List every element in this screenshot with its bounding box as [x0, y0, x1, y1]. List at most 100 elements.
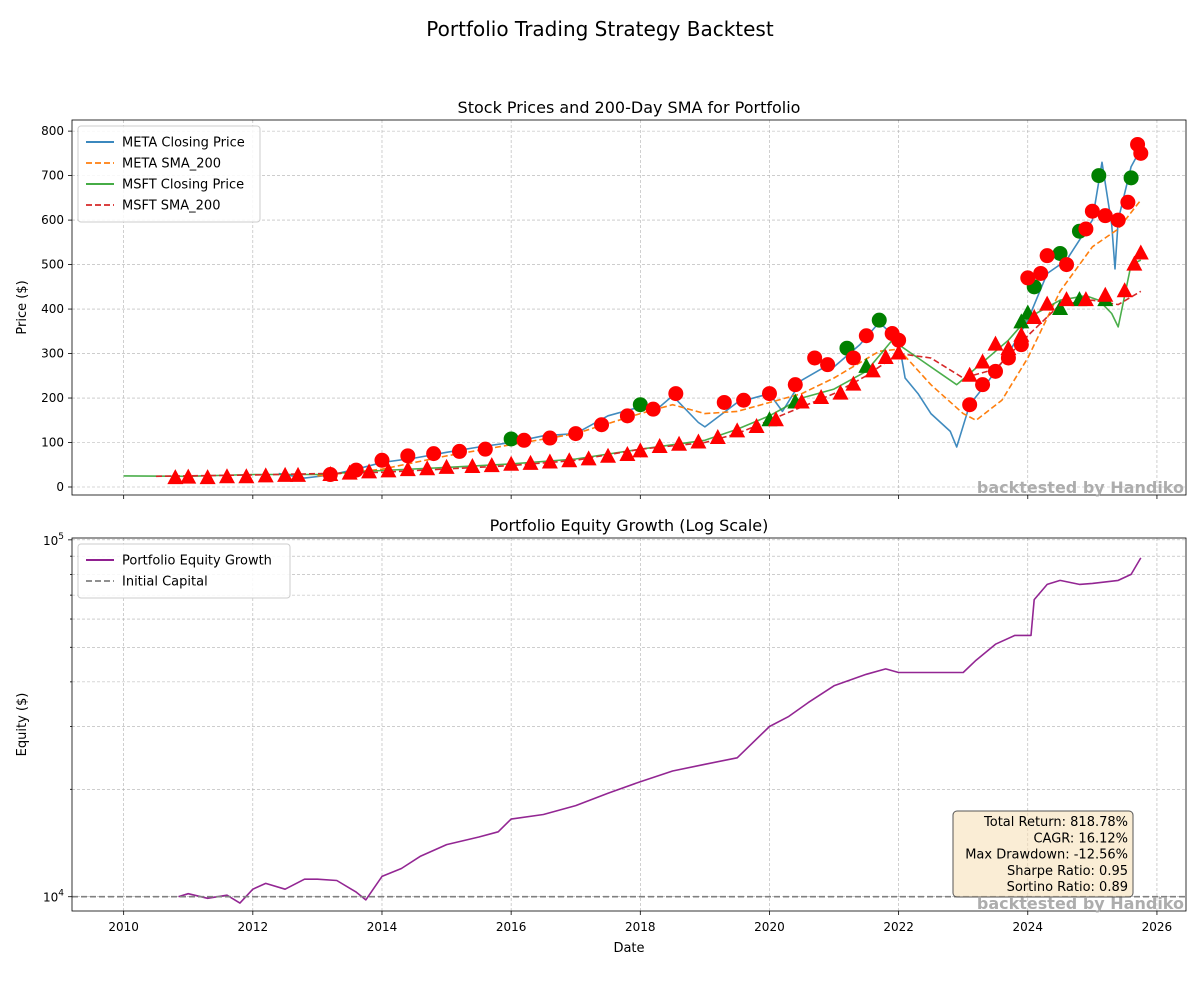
x-tick-label: 2026: [1142, 920, 1173, 934]
msft-sell-marker: [864, 362, 881, 378]
msft-sell-marker: [483, 457, 500, 473]
msft-sell-marker: [438, 458, 455, 474]
meta-sell-marker: [1078, 221, 1094, 237]
msft-buy-marker: [1052, 300, 1069, 316]
legend-box: [77, 125, 261, 223]
msft-sell-marker: [767, 411, 784, 427]
msft-sell-marker: [813, 389, 830, 405]
msft-sell-marker: [632, 442, 649, 458]
meta-sell-marker: [858, 328, 874, 344]
meta-buy-marker: [632, 397, 648, 413]
legend-label: MSFT SMA_200: [122, 199, 220, 214]
meta-sell-marker: [668, 386, 684, 402]
msft-sell-marker: [380, 462, 397, 478]
y-tick-label: 500: [41, 258, 64, 272]
msft-sell-marker: [541, 453, 558, 469]
msft-sell-marker: [1058, 291, 1075, 307]
x-axis-label: Date: [613, 941, 644, 956]
meta-sell-marker: [1097, 208, 1113, 224]
y-axis-label: Equity ($): [15, 693, 30, 757]
meta-sell-marker: [542, 430, 558, 446]
msft-sell-marker: [987, 335, 1004, 351]
meta-sell-marker: [1059, 257, 1075, 273]
y-tick-label: 300: [41, 347, 64, 361]
meta-sell-marker: [716, 394, 732, 410]
msft-sell-marker: [238, 468, 255, 484]
msft-sell-marker: [748, 417, 765, 433]
meta-sell-marker: [1020, 270, 1036, 286]
meta-sell-marker: [516, 432, 532, 448]
msft-sell-marker: [464, 457, 481, 473]
msft-sell-marker: [890, 344, 907, 360]
y-tick-label: 0: [56, 480, 64, 494]
y-tick-label: 800: [41, 124, 64, 138]
y-tick-label: 200: [41, 391, 64, 405]
chart-title: Stock Prices and 200-Day SMA for Portfol…: [458, 98, 801, 117]
meta-sell-marker: [477, 441, 493, 457]
msft-sell-marker: [167, 469, 184, 485]
msft-buy-marker: [1013, 313, 1030, 329]
msft-sell-marker: [1039, 295, 1056, 311]
msft-sell-marker: [832, 384, 849, 400]
msft-sell-marker: [709, 429, 726, 445]
x-tick-label: 2022: [883, 920, 914, 934]
stats-line: Total Return: 818.78%: [983, 815, 1128, 830]
meta-buy-marker: [1091, 168, 1107, 184]
y-tick-label: 105: [43, 532, 64, 548]
msft-sell-marker: [277, 466, 294, 482]
msft-sell-marker: [419, 460, 436, 476]
equity-chart-panel: 2010 2012 2014 2016 2018 2020 2022 2024 2026 104 1…: [15, 516, 1187, 956]
axes-frame: [71, 537, 1187, 912]
legend: Portfolio Equity Growth Initial Capital: [77, 543, 291, 599]
msft-sell-marker: [199, 469, 216, 485]
meta-sell-marker: [1039, 248, 1055, 264]
msft-sell-marker: [729, 422, 746, 438]
meta-sell-marker: [1013, 337, 1029, 353]
meta-buy-marker: [1052, 245, 1068, 261]
meta-sell-marker: [645, 401, 661, 417]
watermark: backtested by Handiko: [977, 894, 1184, 913]
msft-sell-marker: [580, 450, 597, 466]
chart-title: Portfolio Equity Growth (Log Scale): [490, 516, 769, 535]
msft-sell-marker: [974, 353, 991, 369]
msft-sell-marker: [600, 447, 617, 463]
msft-sell-marker: [1013, 326, 1030, 342]
meta-sell-marker: [845, 350, 861, 366]
msft-sell-marker: [845, 375, 862, 391]
msft-sell-marker: [1077, 291, 1094, 307]
meta-sell-marker: [619, 408, 635, 424]
x-tick-label: 2016: [496, 920, 527, 934]
meta-sell-marker: [568, 426, 584, 442]
watermark: backtested by Handiko: [977, 478, 1184, 497]
portfolio-equity-growth-line: [178, 557, 1142, 904]
meta-sell-marker: [807, 350, 823, 366]
msft-sma-200-line: [155, 290, 1142, 478]
legend-label: Initial Capital: [122, 575, 208, 590]
msft-sell-marker: [290, 466, 307, 482]
y-tick-label: 700: [41, 169, 64, 183]
msft-sell-marker: [361, 463, 378, 479]
price-chart-panel: 0 100 200 300 400 500 600 700 800 Stock Prices an…: [15, 98, 1187, 499]
msft-sell-marker: [522, 454, 539, 470]
meta-buy-marker: [1123, 170, 1139, 186]
msft-sell-marker: [651, 437, 668, 453]
axes-frame: [71, 119, 1187, 496]
x-tick-label: 2024: [1013, 920, 1044, 934]
stats-line: CAGR: 16.12%: [1033, 831, 1128, 846]
meta-sell-marker: [987, 363, 1003, 379]
msft-sell-marker: [503, 455, 520, 471]
meta-sell-marker: [400, 448, 416, 464]
msft-sell-marker: [1132, 244, 1149, 260]
meta-buy-marker: [503, 431, 519, 447]
msft-sell-marker: [690, 433, 707, 449]
meta-sell-marker: [322, 467, 338, 483]
x-tick-label: 2010: [108, 920, 139, 934]
meta-sell-marker: [1120, 194, 1136, 210]
figure-title: Portfolio Trading Strategy Backtest: [426, 17, 774, 41]
msft-sell-marker: [1116, 282, 1133, 298]
y-tick-label: 104: [43, 889, 64, 905]
x-tick-label: 2014: [367, 920, 398, 934]
x-tick-label: 2020: [754, 920, 785, 934]
meta-sell-marker: [1110, 212, 1126, 228]
